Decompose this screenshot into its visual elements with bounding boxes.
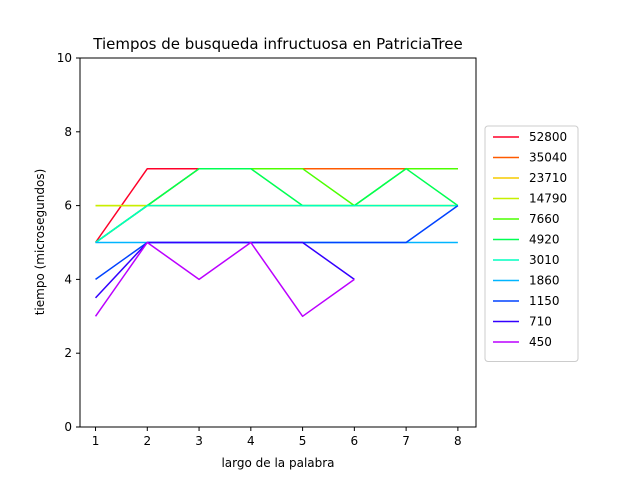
series-line-710	[94, 241, 355, 299]
plot-area: 1 2 3 4 5 6 7 8 0 2 4 6 8 10	[57, 51, 477, 448]
series-layer	[94, 167, 459, 318]
x-tick-label: 4	[247, 434, 255, 448]
y-axis-label: tiempo (microsegundos)	[33, 169, 47, 316]
x-tick-label: 7	[402, 434, 410, 448]
x-tick-label: 2	[143, 434, 151, 448]
legend-entry-label: 710	[529, 315, 552, 329]
legend-box	[484, 125, 579, 362]
legend-entry-label: 35040	[529, 151, 567, 165]
x-tick-label: 8	[454, 434, 462, 448]
legend-entry-label: 1860	[529, 274, 560, 288]
y-tick-label: 6	[64, 199, 72, 213]
chart-title: Tiempos de busqueda infructuosa en Patri…	[92, 35, 462, 53]
legend-entry-label: 52800	[529, 130, 567, 144]
legend-entry-label: 23710	[529, 171, 567, 185]
plot-border	[79, 57, 477, 428]
x-axis-label: largo de la palabra	[221, 456, 334, 470]
legend: 52800 35040 23710 14790 7660 4920 3010 1860 1150…	[484, 125, 579, 362]
y-tick-label: 2	[64, 346, 72, 360]
legend-entry-label: 7660	[529, 212, 560, 226]
x-axis-ticks: 1 2 3 4 5 6 7 8	[92, 427, 462, 448]
x-tick-label: 6	[351, 434, 359, 448]
y-tick-label: 8	[64, 125, 72, 139]
legend-entry-label: 450	[529, 335, 552, 349]
legend-entry-label: 1150	[529, 294, 560, 308]
legend-entry-label: 4920	[529, 233, 560, 247]
x-tick-label: 5	[299, 434, 307, 448]
series-line-4920	[95, 167, 459, 244]
x-tick-label: 3	[195, 434, 203, 448]
y-tick-label: 4	[64, 272, 72, 286]
x-tick-label: 1	[92, 434, 100, 448]
y-tick-label: 10	[57, 51, 72, 65]
legend-entry-label: 3010	[529, 253, 560, 267]
series-line-3010	[95, 204, 458, 244]
y-axis-ticks: 0 2 4 6 8 10	[57, 51, 80, 434]
legend-entry-label: 14790	[529, 192, 567, 206]
series-line-450	[94, 241, 355, 318]
y-tick-label: 0	[64, 420, 72, 434]
